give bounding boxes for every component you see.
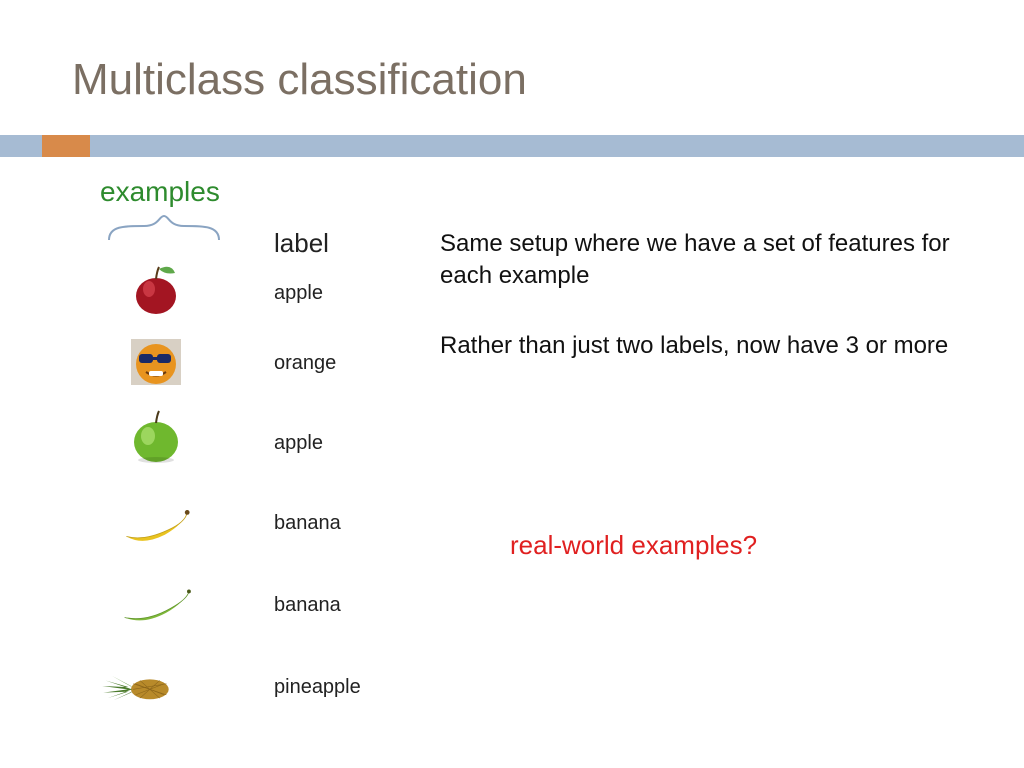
example-row: [120, 576, 192, 636]
brace-icon: [104, 212, 224, 242]
example-row: [120, 496, 192, 556]
example-label: pineapple: [274, 676, 361, 699]
examples-header: examples: [100, 176, 220, 208]
example-label: banana: [274, 512, 341, 535]
label-column-header: label: [274, 228, 329, 259]
red-apple-icon: [120, 260, 192, 320]
slide-title: Multiclass classification: [72, 55, 527, 105]
accent-bar: [0, 135, 1024, 157]
yellow-banana-icon: [120, 496, 192, 556]
example-label: banana: [274, 594, 341, 617]
orange-face-icon: [120, 332, 192, 392]
example-row: [120, 332, 192, 392]
example-row: [100, 656, 172, 716]
example-label: apple: [274, 432, 323, 455]
pineapple-icon: [100, 656, 172, 716]
callout-question: real-world examples?: [510, 530, 757, 561]
accent-square: [42, 135, 90, 157]
green-apple-icon: [120, 406, 192, 466]
example-row: [120, 406, 192, 466]
body-paragraph-1: Same setup where we have a set of featur…: [440, 228, 970, 293]
example-label: orange: [274, 352, 336, 375]
body-paragraph-2: Rather than just two labels, now have 3 …: [440, 330, 970, 362]
example-label: apple: [274, 282, 323, 305]
green-banana-icon: [120, 576, 192, 636]
example-row: [120, 260, 192, 320]
